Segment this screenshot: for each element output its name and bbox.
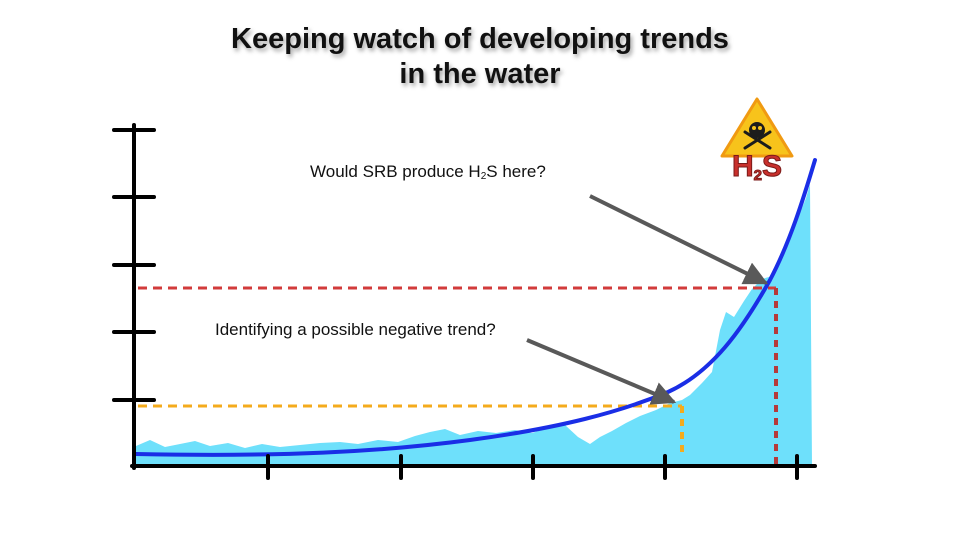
callout-negative-trend: Identifying a possible negative trend? <box>215 320 496 339</box>
hazard-label-h: H <box>732 150 754 183</box>
x-axis <box>130 454 817 480</box>
slide-title: Keeping watch of developing trends in th… <box>0 22 960 92</box>
title-line-2: in the water <box>399 58 561 90</box>
callout-h2s-subscript: 2 <box>480 171 487 182</box>
hazard-label-sub: 2 <box>754 167 762 184</box>
callout-arrow-top <box>589 194 769 285</box>
callout-arrow-bottom <box>526 338 677 405</box>
trend-curve <box>134 158 817 457</box>
callout-h2s-text-2: S here? <box>486 162 546 181</box>
skull-crossbones-warning-icon: H2S <box>720 97 794 185</box>
title-line-1: Keeping watch of developing trends <box>231 23 729 55</box>
measured-data-area <box>136 184 812 466</box>
y-axis <box>112 123 156 470</box>
svg-text:H2S: H2S <box>732 150 782 184</box>
hazard-label-s: S <box>762 150 782 183</box>
callout-h2s-text-1: Would SRB produce H <box>310 162 481 181</box>
callout-h2s-question: Would SRB produce H2S here? <box>310 162 546 182</box>
